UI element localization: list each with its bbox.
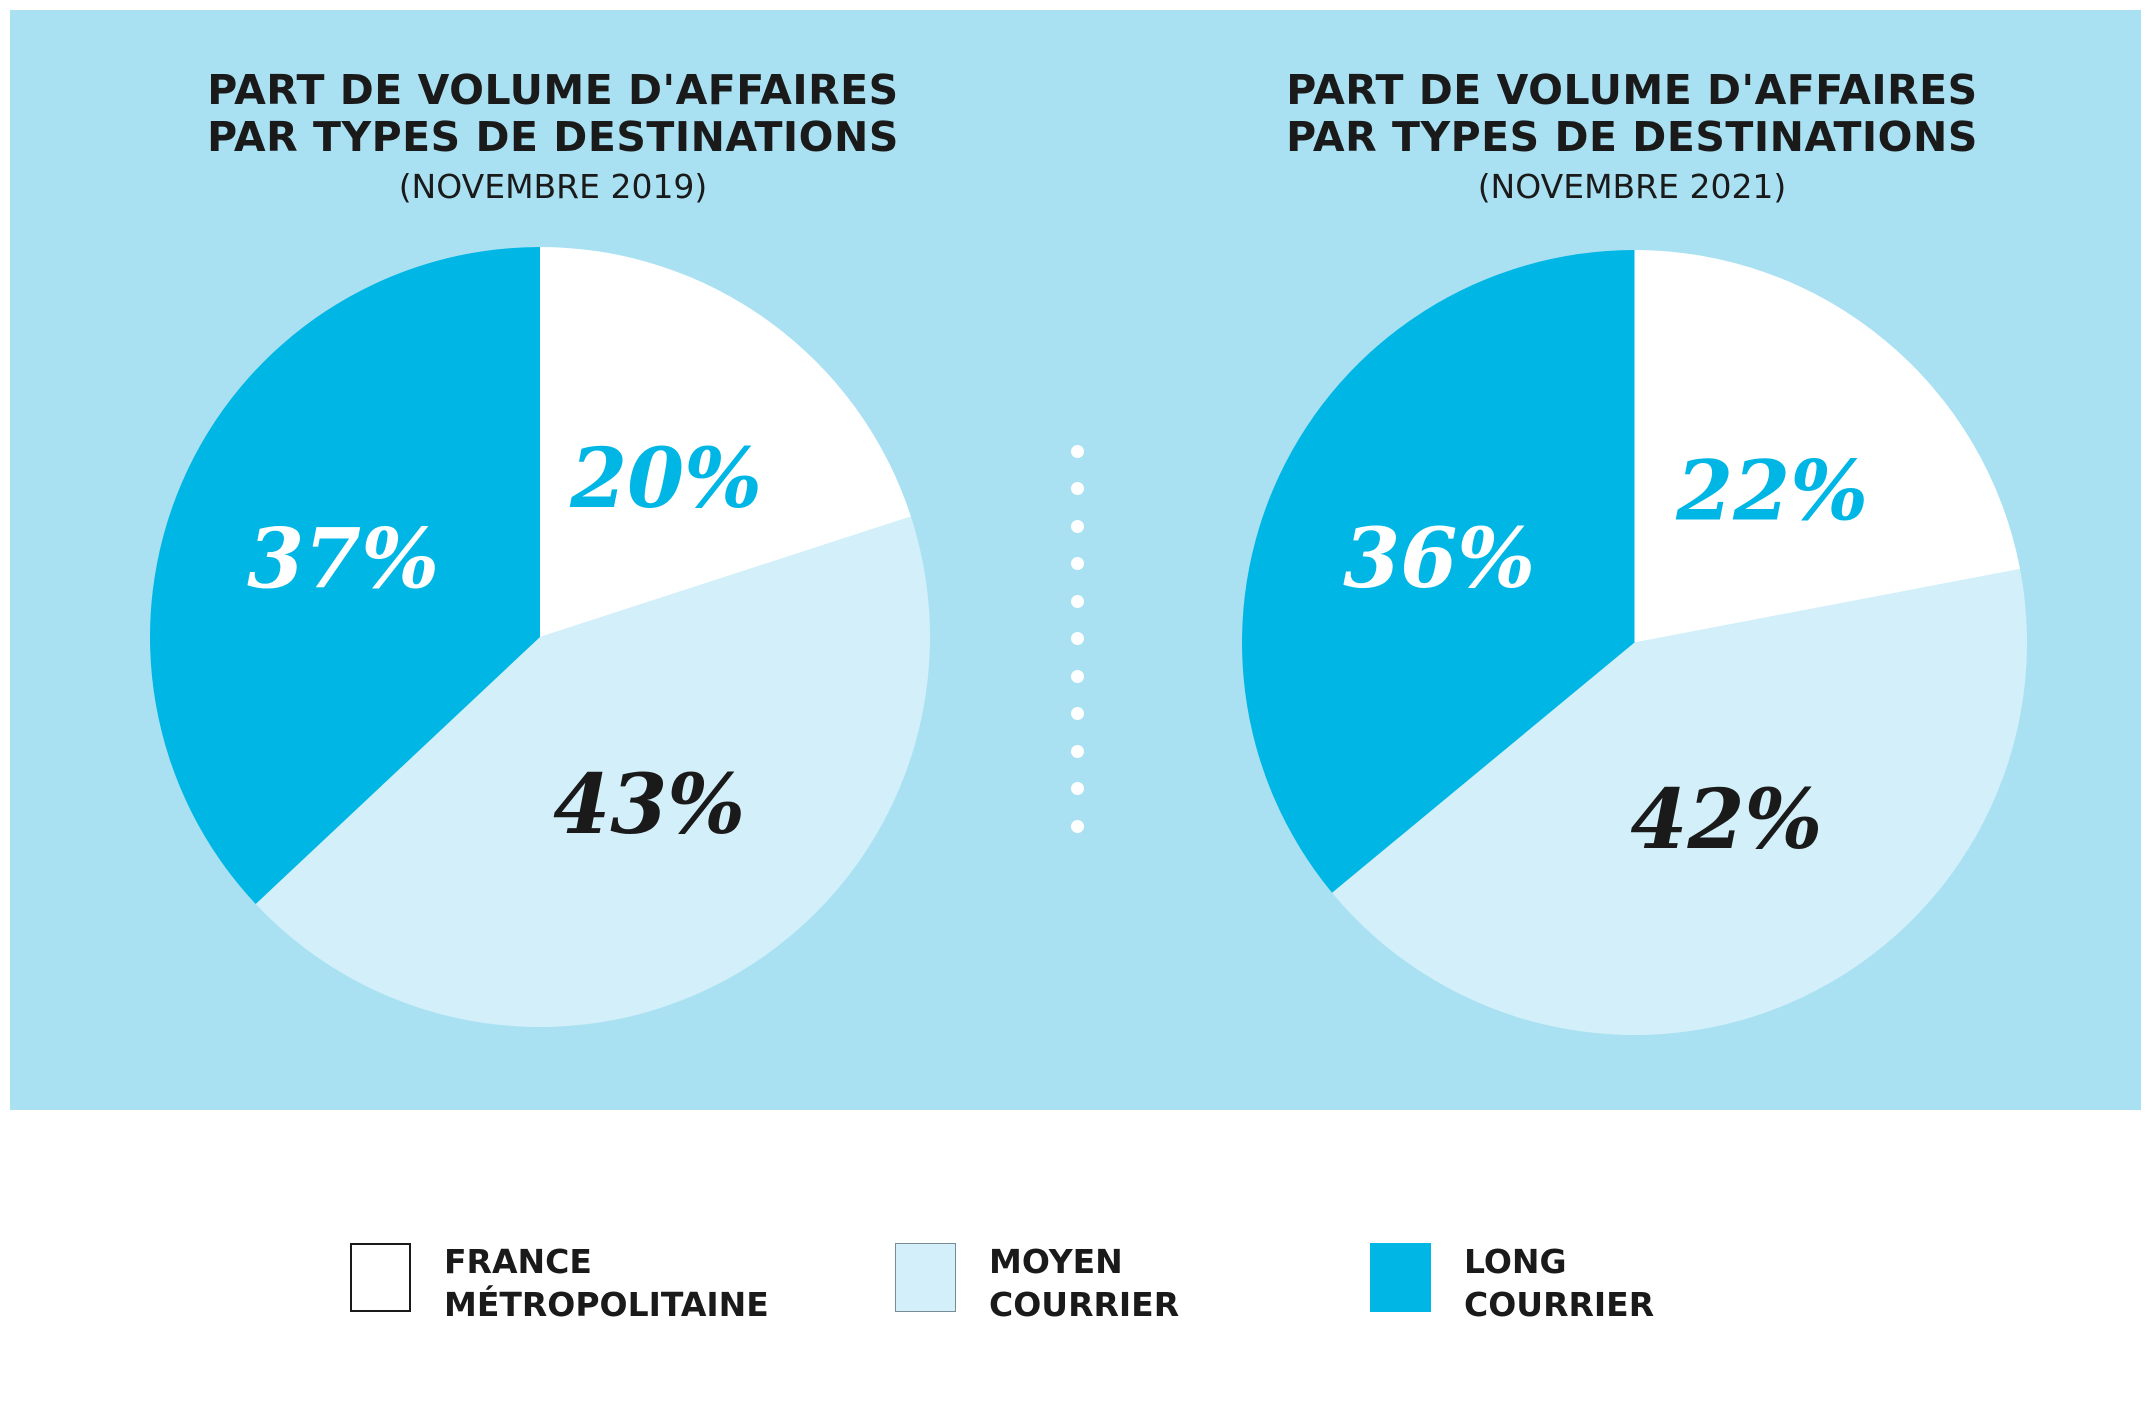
legend-label-line2: MÉTROPOLITAINE: [444, 1285, 769, 1324]
pie-label-long-courrier: 37%: [247, 512, 439, 608]
legend-item-moyen-courrier: MOYEN COURRIER: [895, 1242, 1315, 1324]
chart-2-pie: 22% 42% 36%: [1242, 250, 2027, 1035]
legend-label-line1: MOYEN: [989, 1242, 1123, 1281]
chart-2-title: PART DE VOLUME D'AFFAIRES PAR TYPES DE D…: [1182, 67, 2082, 161]
pie-slice-france-metropolitaine: [540, 247, 911, 637]
divider-dot: [1071, 632, 1084, 645]
legend-label-line2: COURRIER: [1464, 1285, 1655, 1324]
divider-dot: [1071, 782, 1084, 795]
chart-1-title-line1: PART DE VOLUME D'AFFAIRES: [207, 66, 899, 114]
chart-2-title-line1: PART DE VOLUME D'AFFAIRES: [1286, 66, 1978, 114]
chart-1-title: PART DE VOLUME D'AFFAIRES PAR TYPES DE D…: [103, 67, 1003, 161]
legend-label-moyen-courrier: MOYEN COURRIER: [989, 1240, 1409, 1326]
legend-label-long-courrier: LONG COURRIER: [1464, 1240, 1884, 1326]
legend-label-line1: LONG: [1464, 1242, 1567, 1281]
pie-label-moyen-courrier: 43%: [553, 757, 745, 853]
legend-label-france-metropolitaine: FRANCE MÉTROPOLITAINE: [444, 1240, 864, 1326]
pie-label-long-courrier: 36%: [1343, 511, 1535, 607]
pie-slice-france-metropolitaine: [1634, 250, 2021, 643]
legend-label-line2: COURRIER: [989, 1285, 1180, 1324]
pie-label-france-metropolitaine: 22%: [1675, 443, 1868, 539]
chart-1-pie: 20% 43% 37%: [149, 247, 930, 1028]
legend-label-line1: FRANCE: [444, 1242, 592, 1281]
divider-dot: [1071, 820, 1084, 833]
legend-item-france-metropolitaine: FRANCE MÉTROPOLITAINE: [350, 1242, 870, 1324]
divider-dot: [1071, 520, 1084, 533]
divider-dot: [1071, 595, 1084, 608]
divider-dot: [1071, 482, 1084, 495]
pie-label-moyen-courrier: 42%: [1630, 772, 1822, 868]
pie-slice-long-courrier: [1242, 250, 1635, 893]
chart-1-subtitle: (NOVEMBRE 2019): [398, 167, 708, 206]
chart-2-subtitle: (NOVEMBRE 2021): [1477, 167, 1787, 206]
pie-slice-long-courrier: [149, 247, 540, 904]
divider-dot: [1071, 745, 1084, 758]
pie-slice-moyen-courrier: [255, 516, 930, 1028]
legend-swatch-long-courrier: [1370, 1243, 1431, 1312]
pie-slice-moyen-courrier: [1332, 568, 2027, 1035]
divider-dot: [1071, 445, 1084, 458]
chart-2-title-line2: PAR TYPES DE DESTINATIONS: [1286, 113, 1978, 161]
legend-swatch-france-metropolitaine: [350, 1243, 411, 1312]
divider-dots: [1071, 445, 1085, 845]
legend-swatch-moyen-courrier: [895, 1243, 956, 1312]
chart-1-title-line2: PAR TYPES DE DESTINATIONS: [207, 113, 899, 161]
divider-dot: [1071, 557, 1084, 570]
divider-dot: [1071, 707, 1084, 720]
divider-dot: [1071, 670, 1084, 683]
legend-item-long-courrier: LONG COURRIER: [1370, 1242, 1790, 1324]
pie-label-france-metropolitaine: 20%: [569, 431, 762, 527]
